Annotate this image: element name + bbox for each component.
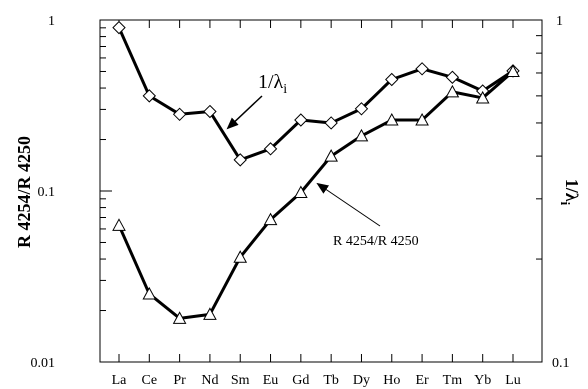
data-point-diamond: [172, 107, 187, 122]
data-point-diamond: [294, 113, 308, 127]
data-point-triangle: [112, 218, 126, 231]
annotation-lambda: 1/λi: [258, 71, 287, 97]
x-tick-label: Gd: [292, 373, 309, 388]
y-right-axis-title: 1/λi: [558, 179, 582, 206]
data-point-diamond: [112, 20, 126, 35]
data-point-triangle: [475, 90, 490, 104]
y-right-tick-label: 0.1: [552, 356, 570, 371]
x-tick-label: Tm: [443, 373, 463, 388]
y-left-tick-label: 0.1: [38, 185, 56, 200]
data-point-triangle: [445, 84, 460, 98]
x-tick-label: Dy: [353, 373, 370, 388]
x-tick-labels: La Ce Pr Nd Sm Eu Gd Tb Dy Ho Er Tm Yb Lu: [112, 373, 521, 388]
data-point-triangle: [354, 128, 369, 142]
data-point-diamond: [142, 89, 157, 103]
annotation-lambda-arrow: [226, 95, 263, 130]
data-point-diamond: [263, 142, 278, 156]
data-point-diamond: [415, 62, 429, 76]
data-point-triangle: [142, 286, 157, 300]
annotation-ratio: R 4254/R 4250: [333, 234, 419, 249]
data-point-triangle: [384, 112, 399, 126]
x-tick-label: Ho: [383, 373, 400, 388]
y-right-tick-label: 1: [556, 14, 563, 29]
data-point-triangle: [263, 212, 278, 226]
x-tick-label: Sm: [231, 373, 250, 388]
data-point-diamond: [203, 104, 217, 119]
data-point-triangle: [506, 64, 520, 77]
y-right-axis-title-sub: i: [558, 202, 573, 206]
series-layer: [112, 20, 520, 324]
x-tick-label: Tb: [323, 373, 339, 388]
annotation-lambda-main: 1/λ: [258, 71, 284, 93]
x-tick-label: Eu: [263, 373, 279, 388]
x-tick-label: Ce: [142, 373, 158, 388]
x-tick-label: La: [112, 373, 128, 388]
x-tick-label: Nd: [201, 373, 218, 388]
annotation-ratio-arrow: [316, 182, 381, 227]
data-point-triangle: [294, 185, 308, 198]
data-point-triangle: [324, 149, 338, 162]
y-left-axis-title: R 4254/R 4250: [14, 136, 34, 248]
x-tick-label: Pr: [173, 373, 186, 388]
y-left-tick-label: 1: [48, 14, 55, 29]
data-point-triangle: [172, 311, 187, 324]
y-right-axis-title-main: 1/λ: [562, 179, 582, 202]
data-point-diamond: [354, 102, 369, 116]
data-point-diamond: [445, 70, 460, 84]
data-point-diamond: [385, 72, 399, 87]
data-point-triangle: [233, 250, 248, 263]
data-point-triangle: [415, 112, 429, 126]
annotation-lambda-sub: i: [283, 82, 287, 97]
series-line-ratio: [117, 70, 514, 320]
x-tick-label: Yb: [474, 373, 491, 388]
y-left-tick-label: 0.01: [31, 356, 56, 371]
x-tick-label: Lu: [505, 373, 521, 388]
x-tick-label: Er: [415, 373, 429, 388]
axis-ticks: [100, 20, 542, 363]
data-point-diamond: [233, 153, 247, 167]
data-point-diamond: [324, 116, 338, 130]
data-point-triangle: [203, 307, 217, 320]
plot-frame: [99, 19, 543, 363]
